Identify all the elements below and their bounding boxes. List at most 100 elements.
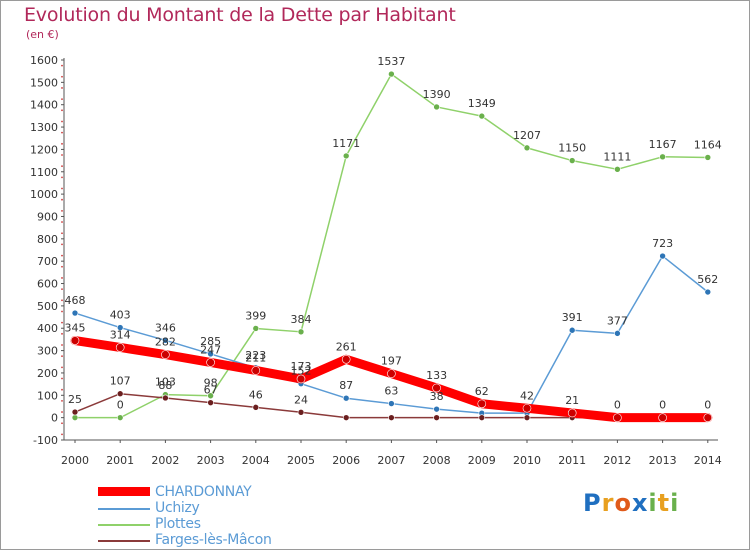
data-point <box>252 325 260 332</box>
logo-letter: o <box>614 489 632 517</box>
y-minor-dot <box>61 131 63 134</box>
data-point <box>614 330 621 337</box>
data-point <box>342 152 350 160</box>
data-label: 562 <box>697 273 718 286</box>
data-point <box>252 404 260 411</box>
data-point <box>162 337 169 344</box>
x-tick-label: 2004 <box>242 454 270 467</box>
y-tick-label: 1300 <box>30 121 58 134</box>
data-label: 211 <box>245 351 266 364</box>
y-minor-dot <box>61 411 63 413</box>
y-minor-dot <box>61 176 63 179</box>
data-point <box>207 392 214 400</box>
data-point <box>342 394 350 402</box>
data-point <box>568 326 576 334</box>
data-label: 133 <box>426 369 447 382</box>
y-minor-dot <box>61 288 63 291</box>
data-label: 1167 <box>649 138 677 151</box>
y-minor-dot <box>61 388 63 391</box>
data-label: 282 <box>155 336 176 349</box>
data-point <box>251 366 261 375</box>
y-tick-label: -100 <box>33 434 58 447</box>
y-minor-dot <box>61 75 63 78</box>
y-minor-dot <box>61 344 63 346</box>
data-point <box>71 414 79 421</box>
y-minor-dot <box>61 198 63 201</box>
y-minor-dot <box>61 187 63 190</box>
data-point <box>207 399 214 406</box>
data-label: 63 <box>384 385 398 398</box>
data-point <box>567 408 577 418</box>
chart-subtitle: (en €) <box>26 28 59 41</box>
data-point <box>342 414 350 421</box>
data-point <box>704 288 712 296</box>
y-tick-label: 200 <box>37 367 58 380</box>
data-point <box>388 400 395 407</box>
x-tick-label: 2000 <box>61 454 89 467</box>
y-minor-dot <box>61 165 63 168</box>
y-minor-dot <box>61 299 63 302</box>
x-tick-label: 2001 <box>106 454 134 467</box>
data-point <box>207 350 214 358</box>
legend-label-uchizy: Uchizy <box>155 500 200 516</box>
data-label: 1349 <box>468 97 496 110</box>
data-label: 345 <box>65 322 86 335</box>
data-label: 384 <box>291 313 312 326</box>
data-label: 223 <box>245 349 266 362</box>
y-tick-label: 300 <box>37 345 58 358</box>
logo-letter: x <box>631 489 649 517</box>
y-minor-dot <box>61 209 63 212</box>
data-point <box>116 414 124 421</box>
data-label: 391 <box>562 311 583 324</box>
data-label: 152 <box>291 365 312 378</box>
y-minor-dot <box>61 355 63 358</box>
data-label: 1390 <box>423 88 451 101</box>
data-point <box>297 328 305 336</box>
data-point <box>388 70 395 78</box>
y-minor-dot <box>61 243 63 246</box>
legend-item-farges: Farges-lès-Mâcon <box>98 532 358 550</box>
data-point <box>433 103 440 111</box>
y-minor-dot <box>61 154 63 156</box>
data-point <box>568 157 576 164</box>
data-point <box>161 350 170 359</box>
data-point <box>704 154 712 161</box>
data-label: 0 <box>614 399 621 412</box>
y-tick-label: 1400 <box>30 99 58 112</box>
legend-item-chardonnay: CHARDONNAY <box>98 484 358 502</box>
data-point <box>477 399 487 409</box>
data-point <box>71 408 79 416</box>
data-label: 285 <box>200 335 221 348</box>
y-minor-dot <box>61 254 63 257</box>
y-minor-dot <box>61 64 63 67</box>
y-tick-label: 800 <box>37 233 58 246</box>
y-tick-label: 500 <box>37 300 58 313</box>
y-minor-dot <box>61 332 63 335</box>
data-label: 98 <box>204 377 218 390</box>
data-label: 399 <box>245 309 266 322</box>
y-minor-dot <box>61 399 63 402</box>
data-label: 173 <box>291 360 312 373</box>
y-minor-dot <box>61 366 63 369</box>
data-label: 1537 <box>377 55 405 68</box>
data-label: 377 <box>607 314 628 327</box>
data-point <box>162 394 169 402</box>
y-tick-label: 1000 <box>30 188 58 201</box>
data-label: 1207 <box>513 129 541 142</box>
x-tick-label: 2003 <box>197 454 225 467</box>
data-label: 88 <box>158 379 172 392</box>
data-label: 25 <box>68 393 82 406</box>
data-label: 247 <box>200 343 221 356</box>
data-point <box>613 413 622 422</box>
data-label: 1150 <box>558 142 586 155</box>
data-label: 62 <box>475 385 489 398</box>
data-point <box>206 358 215 367</box>
y-tick-label: 1100 <box>30 166 58 179</box>
data-label: 46 <box>249 388 263 401</box>
data-label: 261 <box>336 340 357 353</box>
legend-swatch-farges <box>98 540 150 542</box>
x-tick-label: 2010 <box>513 454 541 467</box>
data-label: 0 <box>117 399 124 412</box>
data-label: 87 <box>339 379 353 392</box>
